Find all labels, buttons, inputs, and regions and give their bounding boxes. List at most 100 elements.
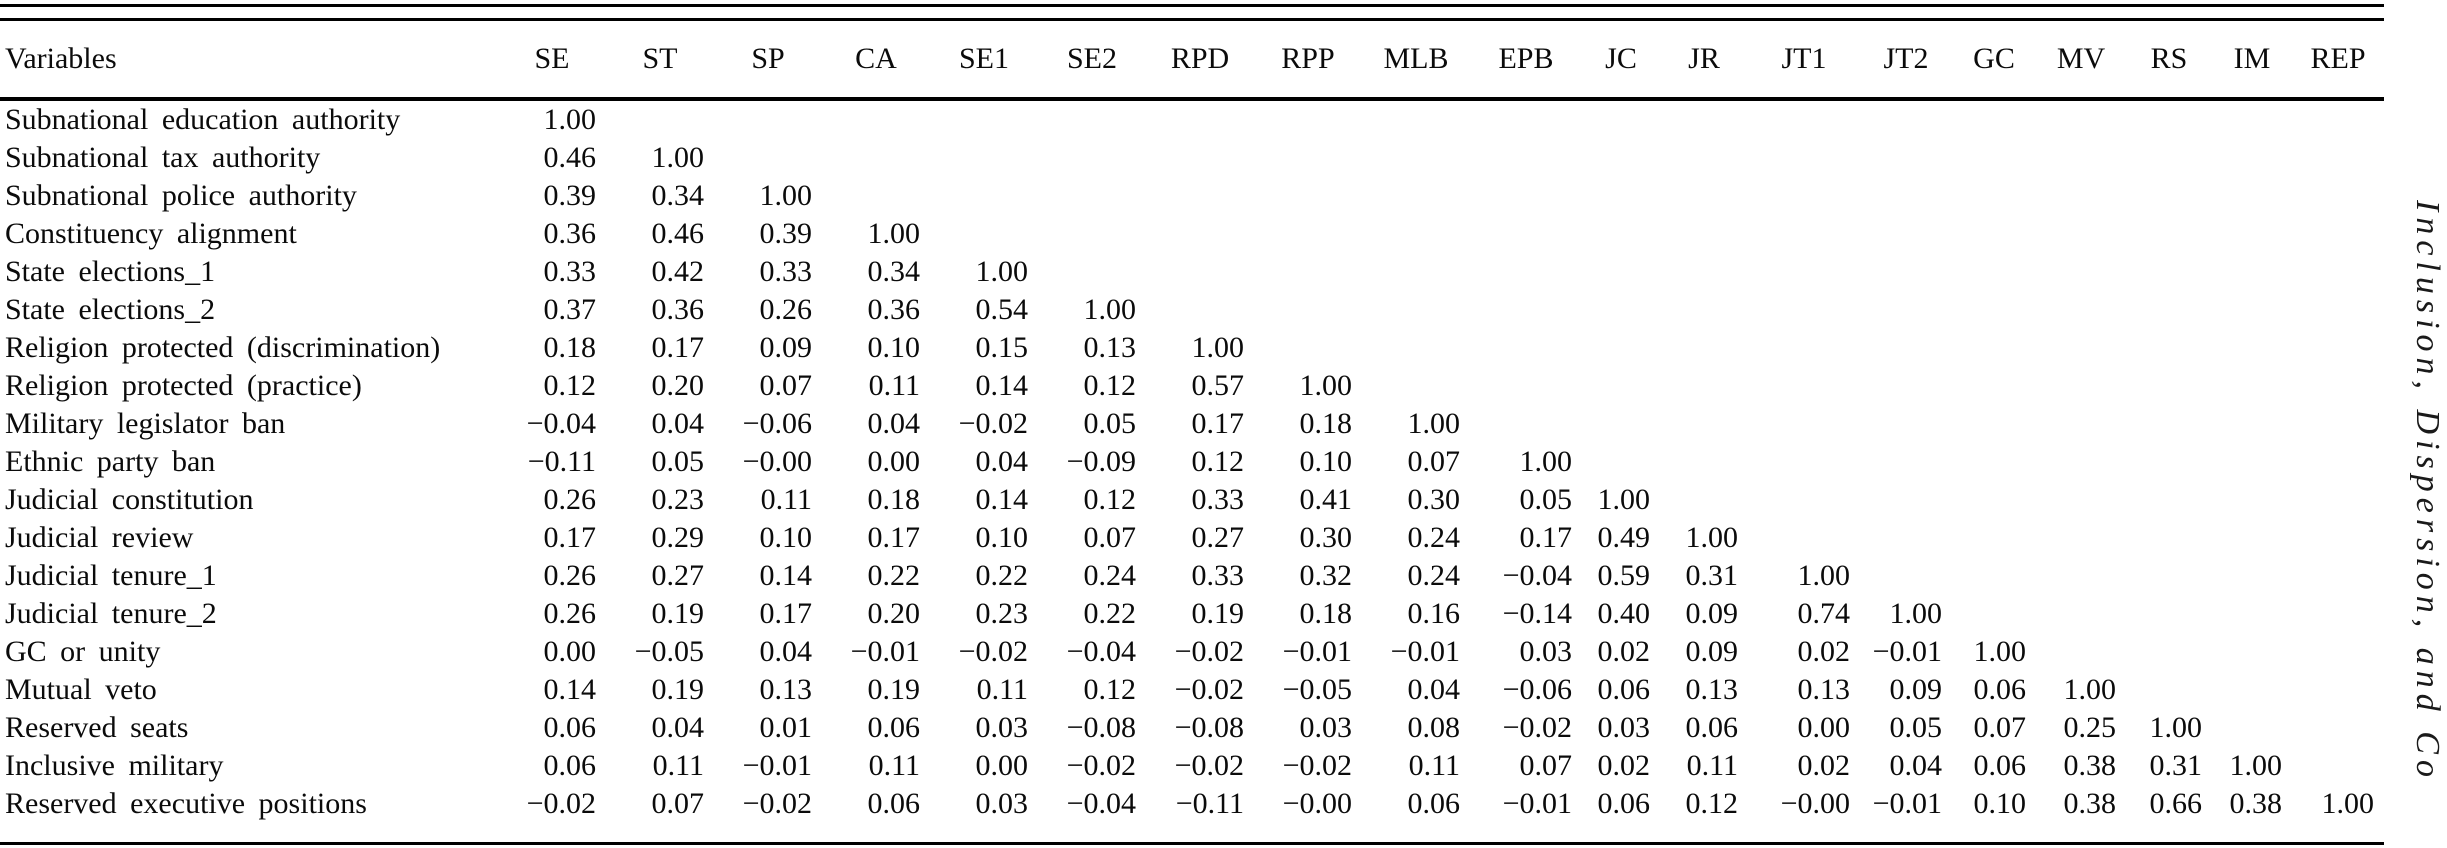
correlation-cell: −0.02 — [1174, 673, 1244, 706]
correlation-cell: 0.19 — [651, 673, 705, 706]
correlation-cell — [2126, 405, 2212, 443]
correlation-cell: −0.01 — [1872, 635, 1942, 668]
correlation-cell — [1660, 443, 1748, 481]
correlation-cell — [1362, 215, 1470, 253]
correlation-cell: 0.36 — [867, 293, 921, 326]
table-row: Reserved executive positions −0.02 0.07 −0.… — [0, 785, 2384, 823]
correlation-cell: 0.17 — [543, 521, 597, 554]
correlation-cell — [2126, 139, 2212, 177]
correlation-cell — [1952, 253, 2036, 291]
table-row: Constituency alignment 0.36 0.46 0.39 1.00 — [0, 215, 2384, 253]
correlation-cell: 0.00 — [975, 749, 1029, 782]
correlation-cell — [2292, 329, 2384, 367]
correlation-cell — [1362, 177, 1470, 215]
correlation-cell: 0.04 — [1407, 673, 1461, 706]
correlation-cell — [1860, 557, 1952, 595]
correlation-cell: −0.04 — [526, 407, 596, 440]
correlation-cell: 0.12 — [543, 369, 597, 402]
correlation-cell — [1952, 405, 2036, 443]
correlation-cell: 0.11 — [868, 749, 920, 782]
correlation-cell: −0.02 — [1282, 749, 1352, 782]
correlation-cell — [2212, 291, 2292, 329]
correlation-cell — [1748, 215, 1860, 253]
correlation-cell — [2292, 443, 2384, 481]
correlation-cell — [1748, 99, 1860, 139]
correlation-cell: 0.02 — [1797, 749, 1851, 782]
column-header-rpd: RPD — [1170, 42, 1230, 75]
correlation-cell — [2126, 557, 2212, 595]
correlation-cell — [1254, 139, 1362, 177]
correlation-cell — [1860, 367, 1952, 405]
correlation-cell — [1470, 99, 1582, 139]
correlation-cell — [2036, 595, 2126, 633]
correlation-cell: 1.00 — [1889, 597, 1943, 630]
correlation-cell: 0.02 — [1597, 749, 1651, 782]
correlation-cell: 0.06 — [543, 749, 597, 782]
correlation-cell: 0.26 — [759, 293, 813, 326]
correlation-cell: 0.09 — [1685, 597, 1739, 630]
correlation-cell — [2212, 443, 2292, 481]
correlation-cell: 0.33 — [1191, 483, 1245, 516]
correlation-cell: 1.00 — [1407, 407, 1461, 440]
correlation-cell: 0.07 — [1083, 521, 1137, 554]
correlation-cell — [1660, 329, 1748, 367]
correlation-cell — [2292, 557, 2384, 595]
correlation-cell: −0.02 — [958, 407, 1028, 440]
correlation-cell: 0.10 — [975, 521, 1029, 554]
correlation-cell: 0.06 — [1597, 673, 1651, 706]
correlation-cell: 0.07 — [1519, 749, 1573, 782]
correlation-cell — [2292, 177, 2384, 215]
correlation-cell — [2036, 443, 2126, 481]
correlation-cell: 0.13 — [1685, 673, 1739, 706]
correlation-cell — [1952, 367, 2036, 405]
table-row: GC or unity 0.00 −0.05 0.04 −0.01 −0.02 −0.04 −… — [0, 633, 2384, 671]
row-label: Religion protected (practice) — [5, 369, 362, 402]
row-label: Judicial review — [5, 521, 194, 554]
correlation-cell: 0.03 — [1299, 711, 1353, 744]
correlation-cell — [1660, 481, 1748, 519]
correlation-cell: 0.57 — [1191, 369, 1245, 402]
correlation-cell: 0.05 — [1889, 711, 1943, 744]
correlation-cell: 0.20 — [651, 369, 705, 402]
correlation-cell: 0.39 — [543, 179, 597, 212]
correlation-cell: 1.00 — [1519, 445, 1573, 478]
correlation-cell — [714, 139, 822, 177]
correlation-cell: 0.09 — [1685, 635, 1739, 668]
correlation-cell — [2126, 329, 2212, 367]
correlation-cell: −0.05 — [1282, 673, 1352, 706]
correlation-cell: −0.04 — [1502, 559, 1572, 592]
correlation-cell: 1.00 — [2149, 711, 2203, 744]
correlation-cell — [2036, 557, 2126, 595]
correlation-cell: 0.36 — [651, 293, 705, 326]
correlation-cell — [1860, 177, 1952, 215]
correlation-cell: −0.02 — [526, 787, 596, 820]
row-label: Constituency alignment — [5, 217, 297, 250]
correlation-cell: −0.00 — [1282, 787, 1352, 820]
correlation-cell: 0.04 — [1889, 749, 1943, 782]
correlation-cell — [1254, 253, 1362, 291]
table-row: Mutual veto 0.14 0.19 0.13 0.19 0.11 0.12 −0.02… — [0, 671, 2384, 709]
correlation-cell: −0.06 — [1502, 673, 1572, 706]
correlation-cell — [2036, 367, 2126, 405]
correlation-cell — [1254, 177, 1362, 215]
column-header-jt2: JT2 — [1883, 42, 1929, 75]
correlation-cell: 0.02 — [1597, 635, 1651, 668]
correlation-cell: 0.10 — [1973, 787, 2027, 820]
table-row: Ethnic party ban −0.11 0.05 −0.00 0.00 0.04 −0… — [0, 443, 2384, 481]
correlation-cell: 0.07 — [651, 787, 705, 820]
correlation-cell — [714, 99, 822, 139]
correlation-cell: 0.12 — [1083, 483, 1137, 516]
correlation-cell: 0.14 — [975, 369, 1029, 402]
correlation-cell: 1.00 — [2321, 787, 2375, 820]
row-label: Military legislator ban — [5, 407, 286, 440]
correlation-cell: 0.38 — [2229, 787, 2283, 820]
row-label: Subnational tax authority — [5, 141, 321, 174]
correlation-cell: 0.07 — [1973, 711, 2027, 744]
correlation-cell: 0.12 — [1191, 445, 1245, 478]
correlation-cell — [1952, 519, 2036, 557]
row-label: Subnational education authority — [5, 103, 401, 136]
correlation-cell: 0.17 — [759, 597, 813, 630]
correlation-cell — [2292, 405, 2384, 443]
correlation-cell — [2036, 291, 2126, 329]
